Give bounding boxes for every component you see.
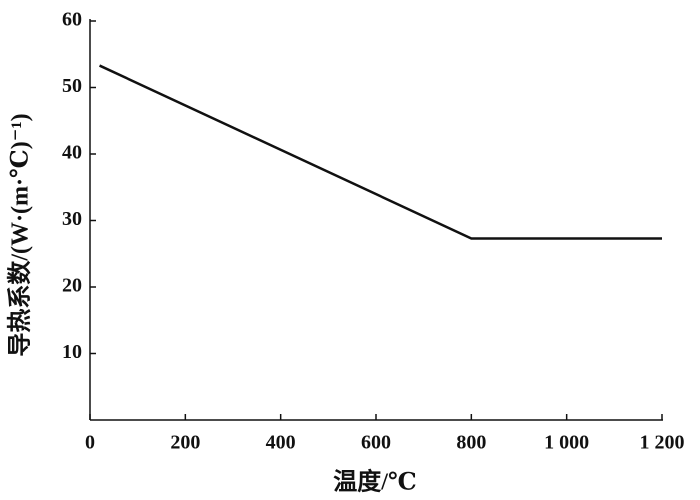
- y-tick-label: 50: [62, 75, 82, 97]
- data-line: [99, 64, 662, 240]
- x-axis-label: 温度/℃: [333, 468, 416, 496]
- x-tick-label: 800: [456, 432, 486, 454]
- x-tick-label: 1 000: [544, 432, 589, 454]
- y-axis-label: 导热系数/(W·(m·℃)⁻¹): [7, 113, 34, 356]
- y-tick-label: 10: [62, 341, 82, 363]
- y-tick-label: 60: [62, 9, 82, 31]
- x-tick-label: 0: [85, 432, 95, 454]
- x-tick-label: 600: [361, 432, 391, 454]
- y-tick-label: 40: [62, 142, 82, 164]
- x-tick-label: 200: [170, 432, 200, 454]
- x-tick-label: 400: [266, 432, 296, 454]
- y-tick-label: 20: [62, 275, 82, 297]
- x-tick-label: 1 200: [640, 432, 685, 454]
- y-tick-label: 30: [62, 208, 82, 230]
